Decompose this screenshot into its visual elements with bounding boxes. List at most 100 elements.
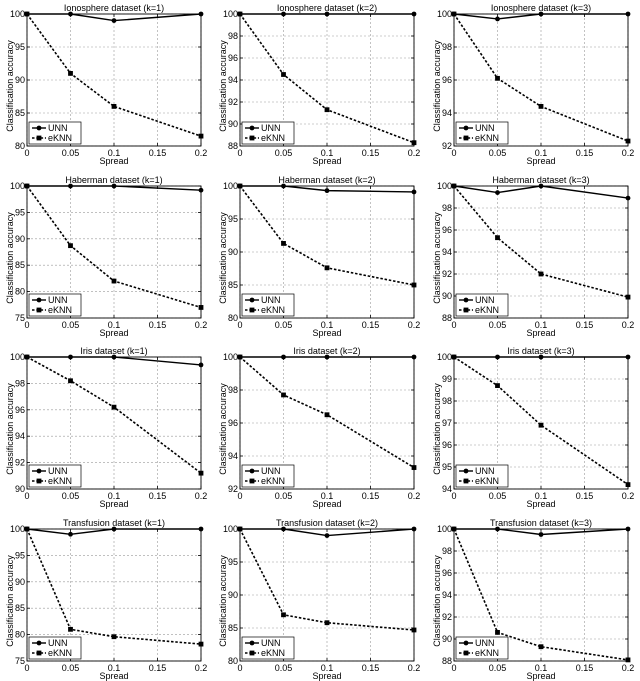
data-point-unn <box>68 11 73 17</box>
x-axis-label: Spread <box>312 156 341 166</box>
y-tick-label: 90 <box>228 590 238 600</box>
y-tick-label: 95 <box>15 550 25 560</box>
x-tick-label: 0.1 <box>321 663 334 673</box>
chart-title: Ionosphere dataset (k=3) <box>491 3 591 13</box>
y-tick-label: 100 <box>10 9 25 19</box>
data-point-unn <box>111 354 117 360</box>
data-point-eknn <box>237 183 243 189</box>
x-tick-label: 0.15 <box>362 663 380 673</box>
data-point-unn <box>324 533 330 538</box>
y-tick-label: 75 <box>15 656 25 666</box>
x-axis-label: Spread <box>526 671 555 681</box>
data-point-eknn <box>625 657 631 663</box>
x-tick-label: 0.05 <box>489 663 507 673</box>
series-line-unn <box>27 185 202 191</box>
data-point-eknn <box>495 383 500 388</box>
y-axis-label: Classification accuracy <box>5 555 15 647</box>
y-tick-label: 95 <box>15 207 25 217</box>
y-tick-label: 92 <box>442 612 452 622</box>
data-point-eknn <box>495 630 500 635</box>
legend-marker <box>463 125 469 131</box>
data-point-unn <box>495 16 500 22</box>
x-axis-label: Spread <box>526 328 555 338</box>
y-tick-label: 96 <box>442 75 452 85</box>
y-tick-label: 90 <box>442 634 452 644</box>
legend-label: eKNN <box>475 133 499 143</box>
data-point-eknn <box>237 526 243 532</box>
chart-panel: 0 0.05 0.1 0.15 0.2 94 95 96 97 98 99 100 Iris datas… <box>432 346 634 509</box>
x-tick-label: 0 <box>24 148 29 158</box>
legend-marker <box>463 135 469 141</box>
x-tick-label: 0.1 <box>321 491 334 501</box>
chart-panel: 0 0.05 0.1 0.15 0.2 80 85 90 95 100 Transfusion da… <box>218 518 420 681</box>
y-tick-label: 90 <box>15 75 25 85</box>
legend-label: UNN <box>261 638 281 648</box>
y-tick-label: 92 <box>228 484 238 494</box>
data-point-eknn <box>451 526 457 532</box>
data-point-unn <box>625 526 631 532</box>
y-tick-label: 80 <box>15 141 25 151</box>
data-point-eknn <box>324 412 330 418</box>
data-point-unn <box>495 190 500 196</box>
legend-marker <box>36 650 42 656</box>
data-point-eknn <box>24 354 30 360</box>
legend-label: eKNN <box>48 133 72 143</box>
y-axis-label: Classification accuracy <box>432 555 442 647</box>
y-tick-label: 90 <box>15 577 25 587</box>
x-tick-label: 0.15 <box>149 320 167 330</box>
x-tick-label: 0.1 <box>535 491 548 501</box>
x-tick-label: 0.15 <box>576 491 594 501</box>
y-tick-label: 85 <box>228 280 238 290</box>
x-tick-label: 0.15 <box>149 491 167 501</box>
y-tick-label: 88 <box>442 656 452 666</box>
x-axis-label: Spread <box>312 671 341 681</box>
legend-marker <box>249 307 255 313</box>
chart-title: Transfusion dataset (k=3) <box>490 518 592 528</box>
data-point-unn <box>198 526 204 532</box>
y-axis-label: Classification accuracy <box>218 555 228 647</box>
chart-panel: 0 0.05 0.1 0.15 0.2 88 90 92 94 96 98 100 Haberman d… <box>432 175 634 338</box>
y-tick-label: 98 <box>15 378 25 388</box>
data-point-eknn <box>237 11 243 17</box>
data-point-eknn <box>24 11 30 17</box>
data-point-eknn <box>111 634 117 640</box>
data-point-unn <box>411 354 417 360</box>
x-axis-label: Spread <box>526 156 555 166</box>
data-point-unn <box>495 354 500 360</box>
data-point-unn <box>625 354 631 360</box>
y-tick-label: 100 <box>437 352 452 362</box>
y-tick-label: 100 <box>10 352 25 362</box>
y-tick-label: 90 <box>15 234 25 244</box>
x-tick-label: 0.05 <box>275 491 293 501</box>
legend-marker <box>249 478 255 484</box>
y-tick-label: 94 <box>442 247 452 257</box>
data-point-unn <box>68 354 73 360</box>
series-line-eknn <box>239 13 415 144</box>
y-tick-label: 94 <box>442 108 452 118</box>
y-tick-label: 96 <box>228 53 238 63</box>
x-tick-label: 0 <box>237 663 242 673</box>
chart-title: Ionosphere dataset (k=2) <box>277 3 377 13</box>
data-point-eknn <box>198 470 204 476</box>
y-tick-label: 80 <box>15 630 25 640</box>
data-point-unn <box>111 18 117 23</box>
y-tick-label: 100 <box>437 181 452 191</box>
data-point-eknn <box>198 641 204 647</box>
legend-label: eKNN <box>475 305 499 315</box>
y-tick-label: 98 <box>228 31 238 41</box>
legend-marker <box>36 125 42 131</box>
chart-title: Transfusion dataset (k=1) <box>63 518 165 528</box>
data-point-unn <box>281 183 286 189</box>
data-point-unn <box>68 531 73 537</box>
data-point-unn <box>281 354 286 360</box>
data-point-unn <box>538 354 544 360</box>
data-point-eknn <box>68 71 73 76</box>
series-line-eknn <box>26 356 202 474</box>
legend-label: UNN <box>261 295 281 305</box>
series-line-eknn <box>239 528 415 631</box>
data-point-eknn <box>411 282 417 288</box>
y-axis-label: Classification accuracy <box>218 383 228 475</box>
